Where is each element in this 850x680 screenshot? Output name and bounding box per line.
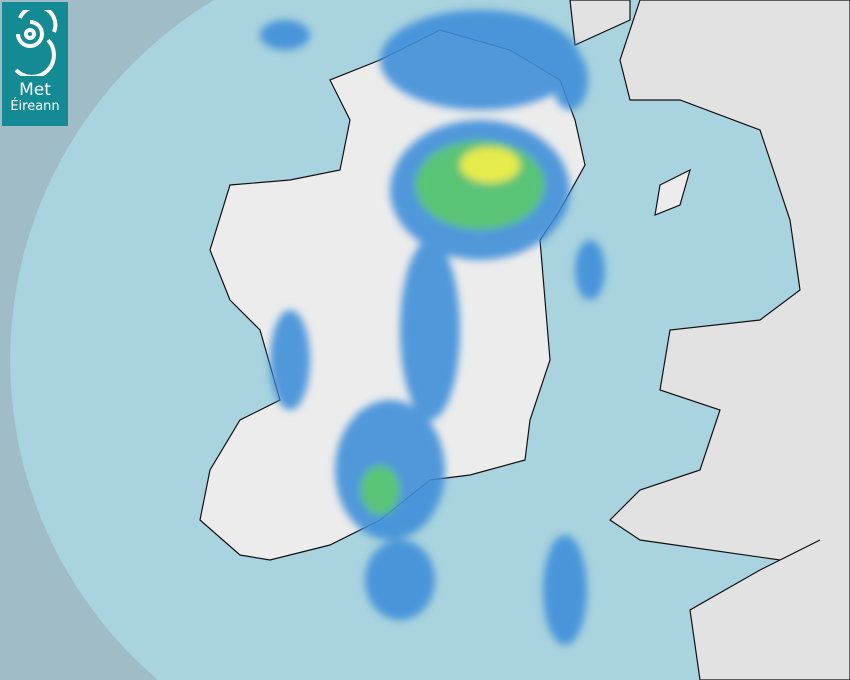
swirl-icon: [14, 4, 58, 79]
scotland-peninsula: [569, 0, 631, 46]
logo-text-met: Met: [19, 80, 51, 100]
rainfall: [260, 10, 605, 645]
logo-text-eireann: Éireann: [10, 99, 60, 114]
great-britain: [609, 0, 850, 680]
isle-of-man: [654, 168, 691, 216]
met-eireann-logo[interactable]: Met Éireann: [2, 2, 68, 126]
